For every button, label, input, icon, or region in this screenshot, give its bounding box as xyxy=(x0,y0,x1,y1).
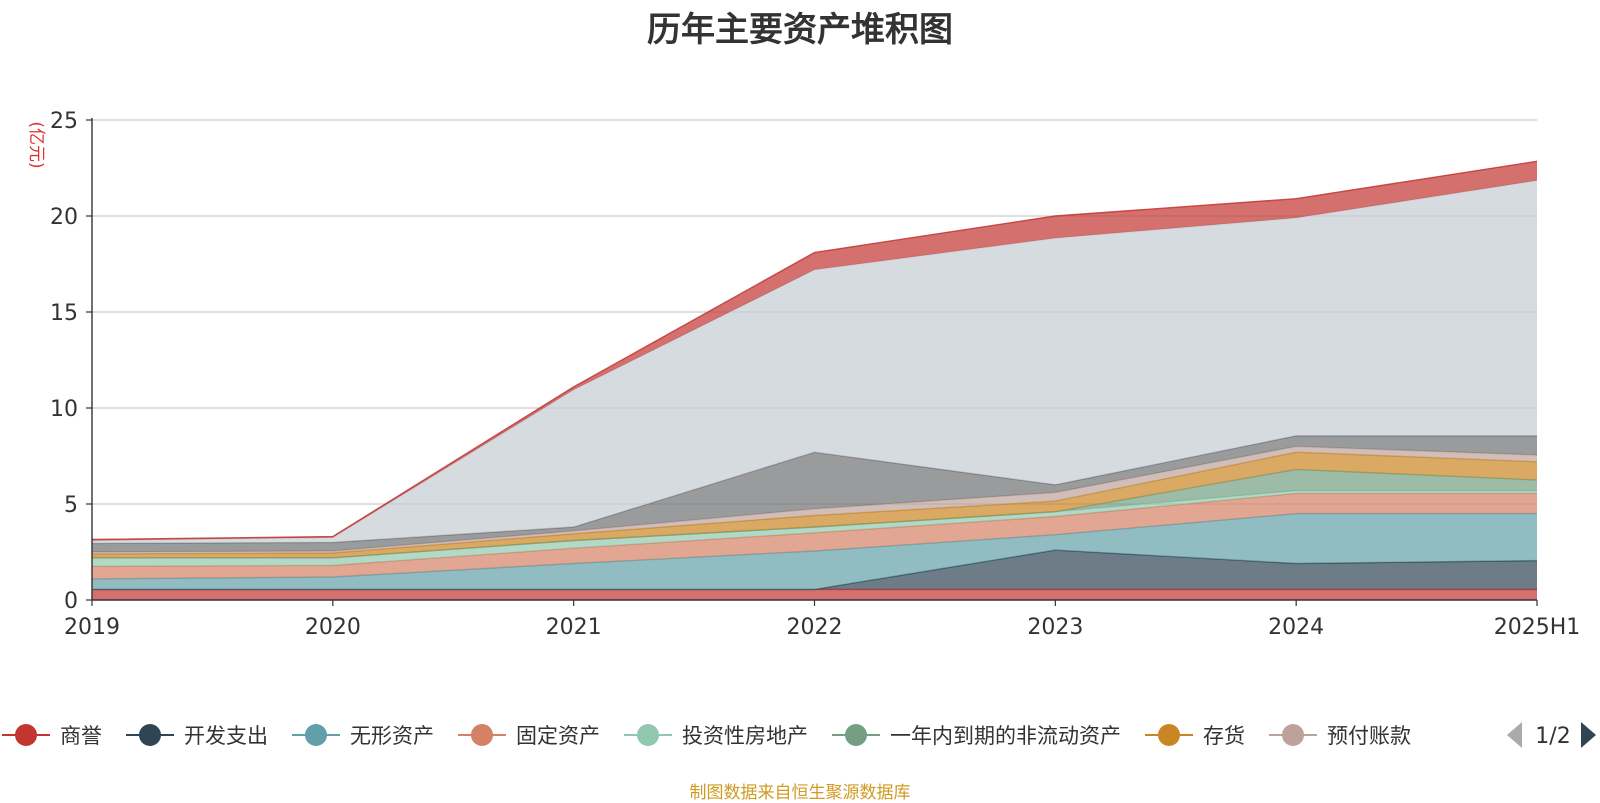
area-series-group xyxy=(91,160,1538,600)
legend-marker xyxy=(1158,724,1180,746)
data-source-note: 制图数据来自恒生聚源数据库 xyxy=(689,783,911,803)
series-line-11 xyxy=(91,160,1538,541)
y-tick-label: 20 xyxy=(50,205,78,230)
x-tick-label: 2021 xyxy=(546,615,602,640)
legend-label: 开发支出 xyxy=(184,724,268,748)
legend-label: 存货 xyxy=(1203,724,1245,748)
y-tick-label: 0 xyxy=(64,589,78,614)
y-tick-label: 25 xyxy=(50,109,78,134)
legend-marker xyxy=(471,724,493,746)
chart-title: 历年主要资产堆积图 xyxy=(647,10,953,50)
area-series-7 xyxy=(92,452,1537,558)
area-series-10 xyxy=(92,180,1537,544)
legend-items: 商誉 开发支出 无形资产 固定资产 投资性房地产 一年内到期的非流动资产 存货 预付账款 xyxy=(2,724,1411,748)
legend-label: 投资性房地产 xyxy=(682,724,808,748)
area-series-2 xyxy=(92,550,1537,590)
legend-marker xyxy=(845,724,867,746)
area-series-11 xyxy=(92,161,1537,541)
legend-item-6[interactable]: 一年内到期的非流动资产 xyxy=(832,724,1121,748)
legend-page-indicator: 1/2 xyxy=(1535,724,1570,749)
x-tick-label: 2025H1 xyxy=(1494,615,1581,640)
legend-label: 固定资产 xyxy=(516,724,600,748)
legend-label: 商誉 xyxy=(60,724,102,748)
x-tick-label: 2020 xyxy=(305,615,361,640)
legend-marker xyxy=(1282,724,1304,746)
legend-label: 预付账款 xyxy=(1327,724,1411,748)
legend-marker xyxy=(15,724,37,746)
legend-next-icon[interactable] xyxy=(1581,722,1596,748)
legend: 商誉 开发支出 无形资产 固定资产 投资性房地产 一年内到期的非流动资产 存货 预付账款 1/2 xyxy=(2,722,1596,749)
area-series-9 xyxy=(92,435,1537,552)
area-series-8 xyxy=(92,446,1537,554)
x-tick-label: 2019 xyxy=(64,615,120,640)
x-tick-label: 2023 xyxy=(1027,615,1083,640)
legend-prev-icon[interactable] xyxy=(1507,722,1522,748)
area-series-6 xyxy=(92,469,1537,558)
y-tick-label: 10 xyxy=(50,397,78,422)
y-tick-label: 15 xyxy=(50,301,78,326)
legend-label: 一年内到期的非流动资产 xyxy=(890,724,1121,748)
legend-label: 无形资产 xyxy=(350,724,434,748)
area-series-1 xyxy=(92,589,1537,600)
legend-item-7[interactable]: 存货 xyxy=(1145,724,1245,748)
legend-marker xyxy=(139,724,161,746)
legend-item-3[interactable]: 无形资产 xyxy=(292,724,434,748)
legend-item-4[interactable]: 固定资产 xyxy=(458,724,600,748)
y-tick-label: 5 xyxy=(64,493,78,518)
area-series-5 xyxy=(92,490,1537,567)
legend-item-1[interactable]: 商誉 xyxy=(2,724,102,748)
legend-marker xyxy=(637,724,659,746)
y-axis-unit-label: (亿元) xyxy=(26,121,46,168)
legend-item-8[interactable]: 预付账款 xyxy=(1269,724,1411,748)
x-tick-label: 2024 xyxy=(1268,615,1324,640)
legend-item-2[interactable]: 开发支出 xyxy=(126,724,268,748)
axes: 0 5 10 15 20 25 2019 2020 2021 2022 2023 2024 2025H1… xyxy=(26,109,1580,640)
legend-marker xyxy=(305,724,327,746)
x-tick-label: 2022 xyxy=(787,615,843,640)
legend-item-5[interactable]: 投资性房地产 xyxy=(624,724,808,748)
area-series-4 xyxy=(92,493,1537,579)
